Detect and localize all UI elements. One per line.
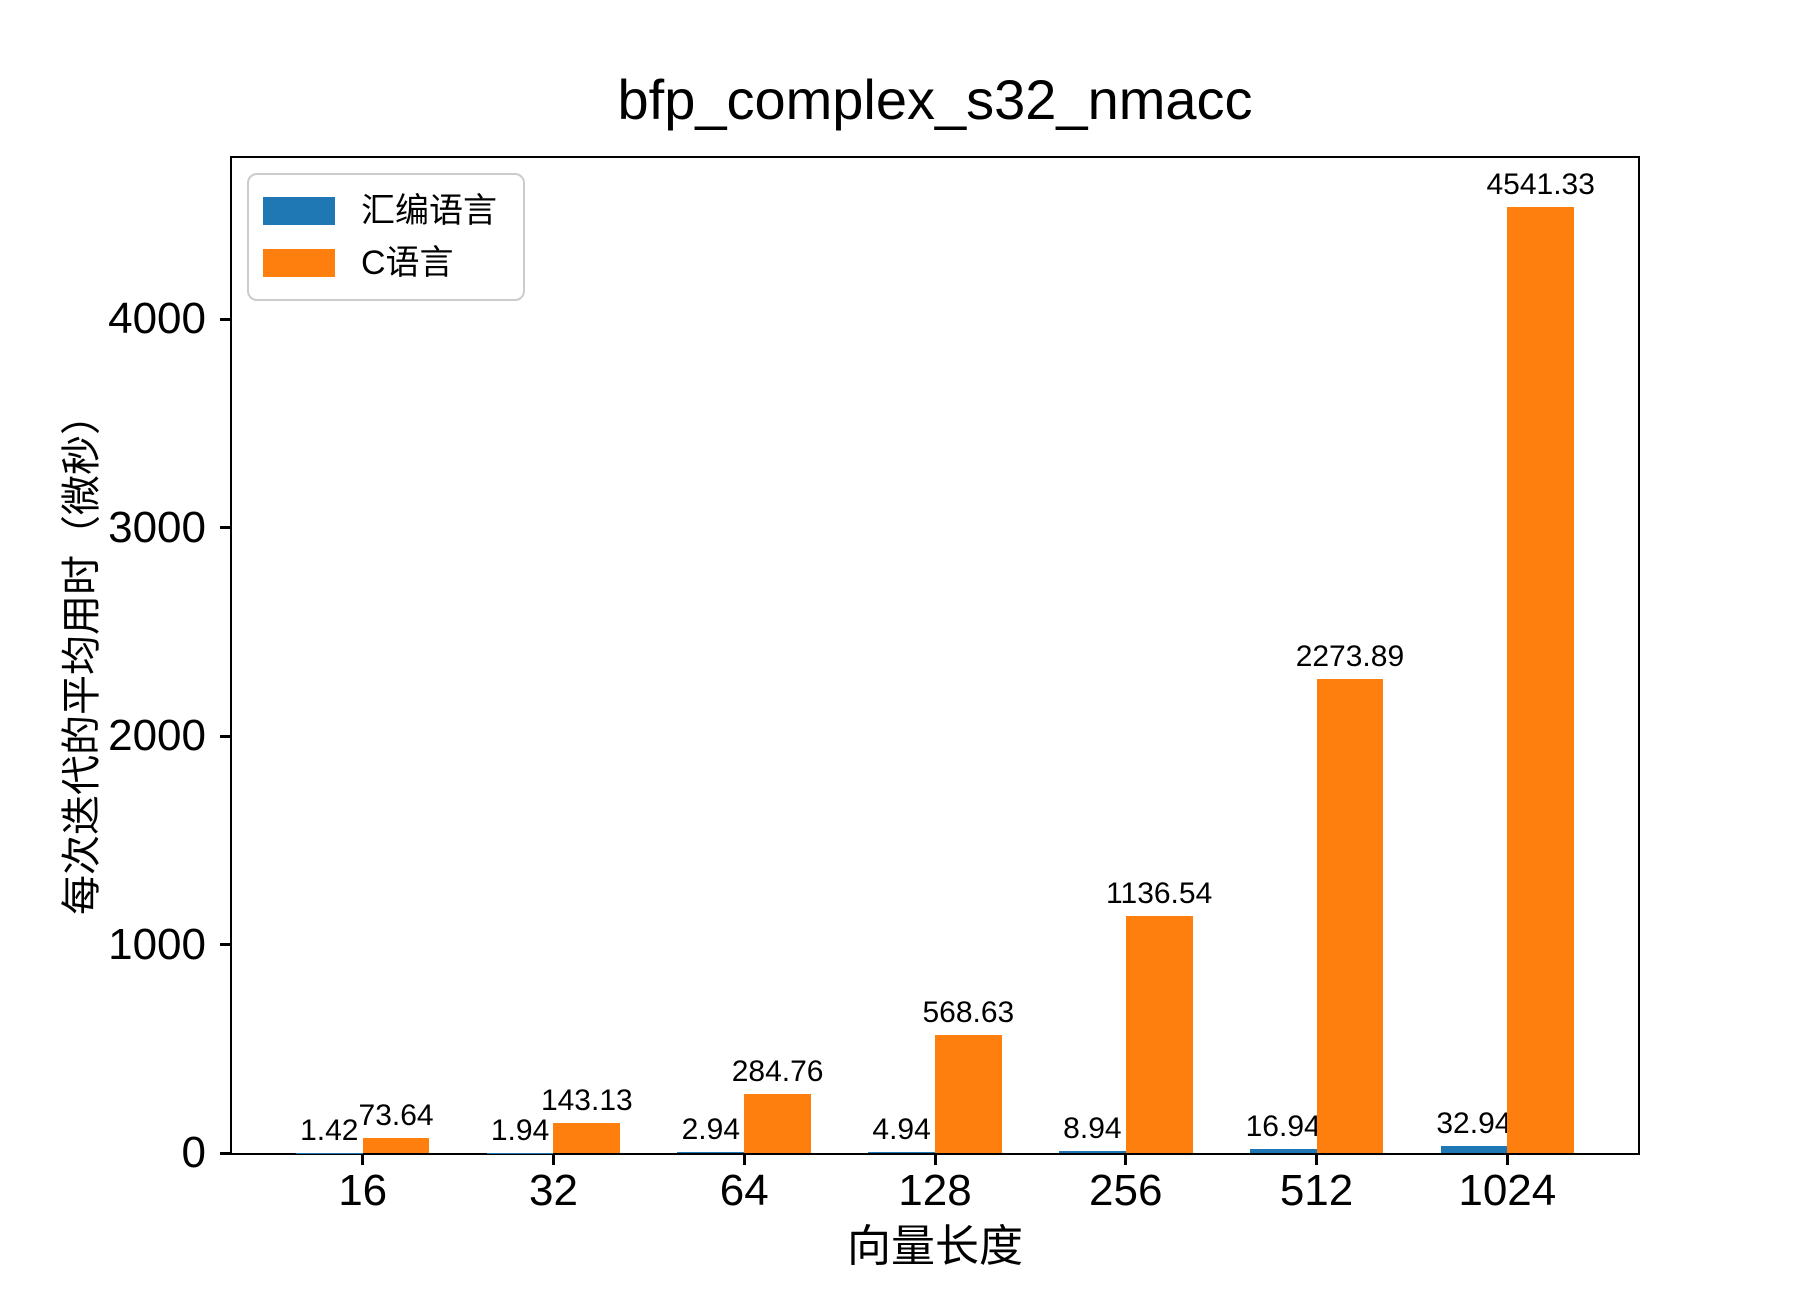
bar-C语言-32	[553, 1123, 621, 1153]
x-tick-label: 16	[338, 1166, 388, 1215]
y-tick-mark	[220, 526, 230, 530]
x-tick-mark	[1124, 1155, 1128, 1165]
bar-value-label: 8.94	[1063, 1112, 1122, 1146]
y-tick-mark	[220, 1151, 230, 1155]
bar-汇编语言-1024	[1440, 1146, 1508, 1153]
legend-item: C语言	[263, 237, 497, 289]
x-tick-mark	[742, 1155, 746, 1165]
bar-value-label: 16.94	[1245, 1110, 1321, 1144]
bar-汇编语言-256	[1059, 1151, 1126, 1153]
bar-value-label: 568.63	[922, 995, 1015, 1029]
x-tick-mark	[1505, 1155, 1509, 1165]
x-tick-label: 256	[1089, 1166, 1163, 1215]
bar-汇编语言-512	[1249, 1149, 1317, 1153]
x-tick-label: 32	[528, 1166, 578, 1215]
y-tick-label: 2000	[108, 711, 206, 761]
legend-item: 汇编语言	[263, 185, 497, 237]
bar-C语言-16	[362, 1137, 430, 1153]
y-tick-label: 4000	[108, 294, 206, 344]
y-axis-label: 每次迭代的平均用时（微秒）	[60, 395, 104, 915]
x-tick-mark	[933, 1155, 937, 1165]
y-tick-label: 1000	[108, 919, 206, 969]
legend-swatch-icon	[263, 197, 335, 225]
bar-value-label: 1.42	[300, 1113, 359, 1147]
bar-value-label: 2273.89	[1295, 640, 1405, 674]
bar-value-label: 1136.54	[1106, 877, 1213, 911]
bar-value-label: 1.94	[490, 1113, 550, 1147]
bar-C语言-1024	[1507, 206, 1575, 1153]
y-tick-mark	[220, 943, 230, 947]
y-tick-label: 3000	[108, 502, 206, 552]
legend-label: 汇编语言	[361, 192, 497, 230]
y-tick-mark	[220, 317, 230, 321]
x-tick-mark	[1315, 1155, 1319, 1165]
x-tick-label: 128	[898, 1166, 972, 1215]
y-tick-label: 0	[181, 1128, 206, 1177]
x-tick-label: 1024	[1458, 1166, 1557, 1215]
legend: 汇编语言 C语言	[247, 173, 525, 301]
x-tick-mark	[551, 1155, 555, 1165]
bar-汇编语言-128	[868, 1151, 935, 1153]
x-tick-mark	[361, 1155, 365, 1165]
bar-value-label: 32.94	[1436, 1107, 1512, 1141]
bar-value-label: 4.94	[872, 1112, 931, 1146]
bar-汇编语言-64	[677, 1152, 745, 1153]
bar-value-label: 2.94	[681, 1113, 741, 1147]
bar-C语言-64	[744, 1093, 811, 1153]
chart-title: bfp_complex_s32_nmacc	[617, 68, 1253, 131]
bar-value-label: 143.13	[540, 1084, 633, 1118]
bar-value-label: 73.64	[358, 1098, 434, 1132]
x-tick-label: 512	[1279, 1166, 1354, 1215]
bar-C语言-512	[1316, 679, 1384, 1153]
bar-value-label: 4541.33	[1486, 167, 1595, 201]
x-axis-label: 向量长度	[847, 1222, 1023, 1271]
bar-value-label: 284.76	[731, 1054, 824, 1088]
bar-C语言-128	[935, 1034, 1002, 1153]
x-tick-label: 64	[719, 1166, 769, 1215]
legend-swatch-icon	[263, 249, 335, 277]
plot-area: 0 1000 2000 3000 4000 16 32 64 128 256 512 1024 1.42…	[108, 156, 1640, 1213]
bar-C语言-256	[1125, 916, 1193, 1153]
legend-label: C语言	[361, 244, 454, 282]
y-tick-mark	[220, 734, 230, 738]
